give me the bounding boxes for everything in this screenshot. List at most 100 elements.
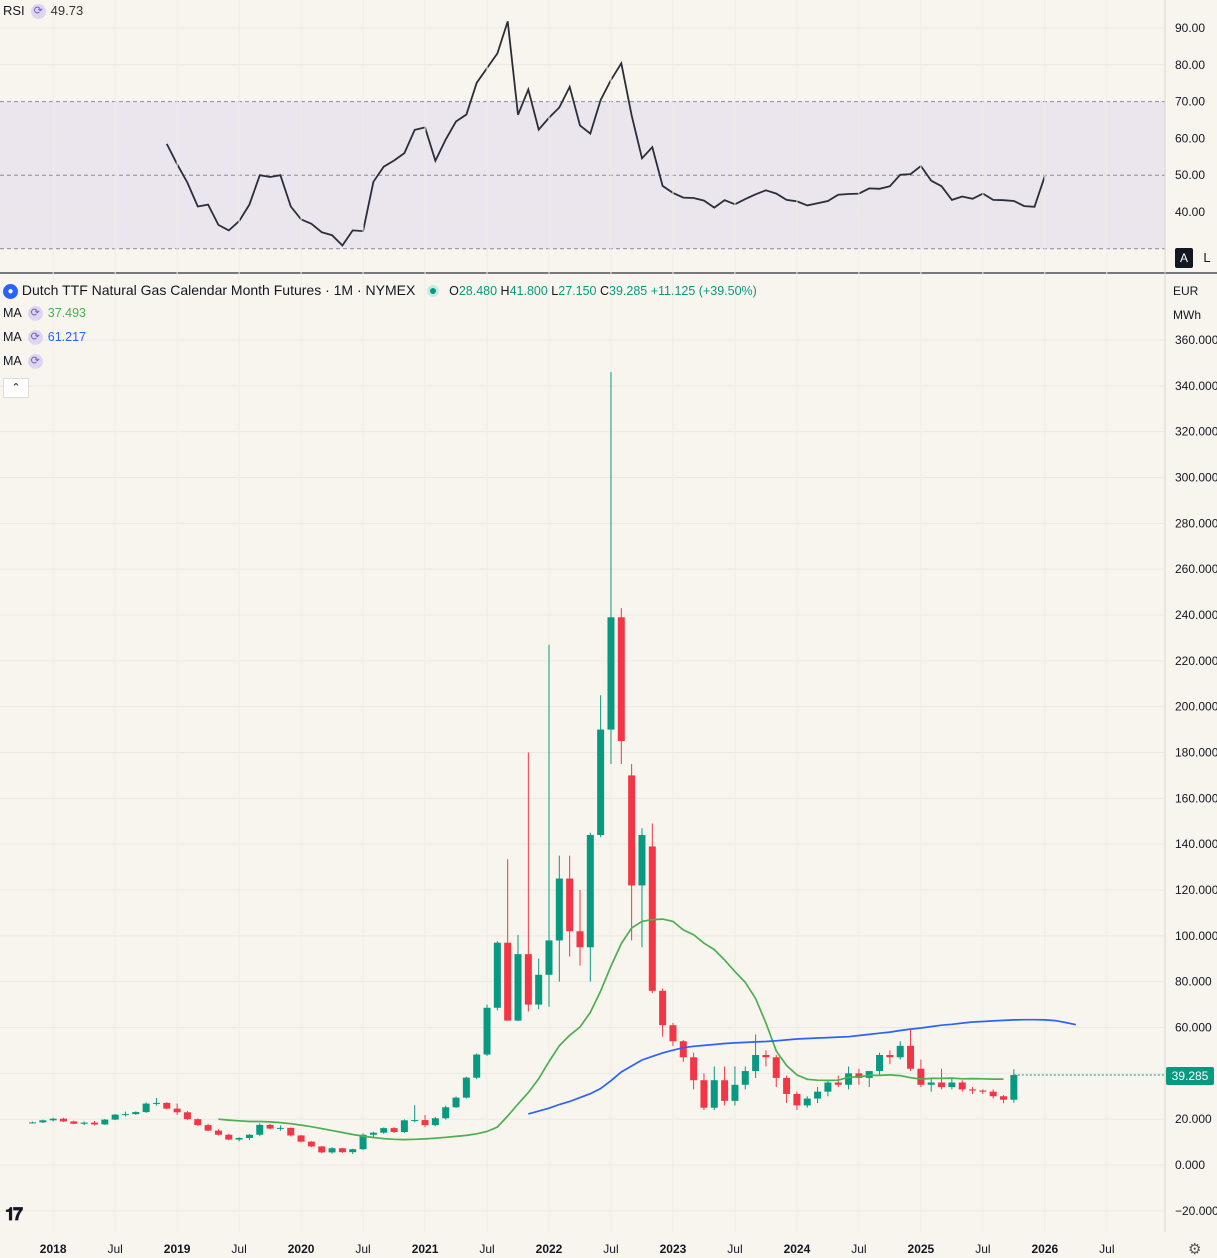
candle-body xyxy=(59,1118,67,1122)
water-drop-icon: ● xyxy=(3,283,18,299)
price-tick-label: 280.000 xyxy=(1175,516,1217,530)
refresh-icon[interactable]: ⟳ xyxy=(30,4,46,20)
candle-body xyxy=(111,1114,119,1120)
low-label: L xyxy=(551,284,559,298)
time-tick-label: Jul xyxy=(1099,1242,1114,1256)
candle xyxy=(979,1089,987,1094)
gear-icon[interactable]: ⚙ xyxy=(1188,1241,1202,1258)
candle xyxy=(679,1040,687,1062)
candle-body xyxy=(607,617,615,730)
candle-body xyxy=(710,1080,718,1108)
change-value: +11.125 (+39.50%) xyxy=(650,284,757,298)
candle-body xyxy=(49,1118,57,1121)
chevron-down-icon: ⌄ xyxy=(1215,311,1217,322)
time-tick-label: 2023 xyxy=(660,1242,687,1256)
symbol-title[interactable]: Dutch TTF Natural Gas Calendar Month Fut… xyxy=(21,282,416,298)
time-tick-label: 2024 xyxy=(784,1242,811,1256)
symbol-legend: ● Dutch TTF Natural Gas Calendar Month F… xyxy=(3,282,757,299)
candlestick-series xyxy=(29,372,1018,1154)
candle xyxy=(545,644,553,1007)
scale-log-button[interactable]: L xyxy=(1203,250,1211,265)
candle xyxy=(442,1105,450,1120)
candle xyxy=(452,1096,460,1108)
candle xyxy=(225,1133,233,1141)
price-tick-label: 20.000 xyxy=(1175,1112,1212,1126)
candle xyxy=(431,1117,439,1127)
time-tick-label: 2018 xyxy=(40,1242,67,1256)
rsi-tick-label: 50.00 xyxy=(1175,168,1205,182)
candle xyxy=(1000,1095,1008,1104)
candle-body xyxy=(504,942,512,1021)
candle xyxy=(70,1120,78,1125)
unit-selector[interactable]: MWh ⌄ xyxy=(1173,308,1217,322)
candle xyxy=(710,1066,718,1110)
candle-body xyxy=(431,1118,439,1126)
candle xyxy=(731,1066,739,1106)
candle-body xyxy=(845,1073,853,1085)
candle xyxy=(834,1075,842,1088)
time-tick-label: Jul xyxy=(231,1242,246,1256)
candle xyxy=(183,1110,191,1121)
time-tick-label: Jul xyxy=(107,1242,122,1256)
time-tick-label: 2019 xyxy=(164,1242,191,1256)
candle-body xyxy=(834,1082,842,1085)
chevron-up-icon[interactable]: ⌃ xyxy=(3,378,29,398)
candle-body xyxy=(1010,1074,1018,1100)
last-price-tag: 39.285 xyxy=(1166,1067,1214,1085)
candle xyxy=(49,1117,57,1122)
candle-body xyxy=(793,1093,801,1106)
candle xyxy=(969,1087,977,1094)
candle-body xyxy=(204,1125,212,1131)
candle xyxy=(400,1119,408,1133)
candle-body xyxy=(390,1128,398,1132)
refresh-icon[interactable]: ⟳ xyxy=(27,306,43,322)
candle xyxy=(493,941,501,1011)
scale-auto-button[interactable]: A xyxy=(1175,248,1193,268)
candle xyxy=(411,1105,419,1123)
ma2-value: 61.217 xyxy=(47,330,86,344)
currency-selector[interactable]: EUR⌄ xyxy=(1173,284,1217,298)
candle-body xyxy=(1000,1096,1008,1100)
candle xyxy=(989,1089,997,1099)
price-tick-label: −20.000 xyxy=(1175,1204,1217,1218)
candle xyxy=(876,1052,884,1076)
candle-body xyxy=(142,1103,150,1113)
price-tick-label: 260.000 xyxy=(1175,562,1217,576)
candle-body xyxy=(39,1120,47,1123)
refresh-icon[interactable]: ⟳ xyxy=(27,330,43,346)
candle-body xyxy=(462,1077,470,1098)
candle xyxy=(111,1114,119,1121)
candle xyxy=(648,823,656,994)
price-tick-label: 200.000 xyxy=(1175,700,1217,714)
time-tick-label: Jul xyxy=(851,1242,866,1256)
refresh-icon[interactable]: ⟳ xyxy=(27,354,43,370)
candle xyxy=(173,1103,181,1115)
ma-fast-line xyxy=(218,918,1004,1141)
candle-body xyxy=(648,846,656,991)
ma-legend-1: MA ⟳ 37.493 xyxy=(3,306,86,322)
candle-body xyxy=(297,1135,305,1142)
time-tick-label: Jul xyxy=(355,1242,370,1256)
candle xyxy=(214,1129,222,1136)
moving-averages xyxy=(218,918,1165,1141)
candle-body xyxy=(824,1082,832,1092)
candle xyxy=(824,1080,832,1097)
rsi-tick-label: 40.00 xyxy=(1175,205,1205,219)
price-tick-label: 100.000 xyxy=(1175,929,1217,943)
time-tick-label: 2021 xyxy=(412,1242,439,1256)
tradingview-logo-icon[interactable]: 𝟏𝟕 xyxy=(5,1204,23,1224)
candle-body xyxy=(152,1102,160,1104)
candle-body xyxy=(535,974,543,1005)
candle-body xyxy=(576,931,584,948)
candle xyxy=(194,1118,202,1126)
candle-body xyxy=(555,878,563,941)
candle-body xyxy=(969,1089,977,1091)
candle xyxy=(927,1077,935,1092)
candle-body xyxy=(638,834,646,886)
price-tick-label: 300.000 xyxy=(1175,470,1217,484)
candle-body xyxy=(132,1112,140,1115)
candle xyxy=(473,1053,481,1080)
candle xyxy=(1010,1069,1018,1103)
candle xyxy=(80,1121,88,1126)
